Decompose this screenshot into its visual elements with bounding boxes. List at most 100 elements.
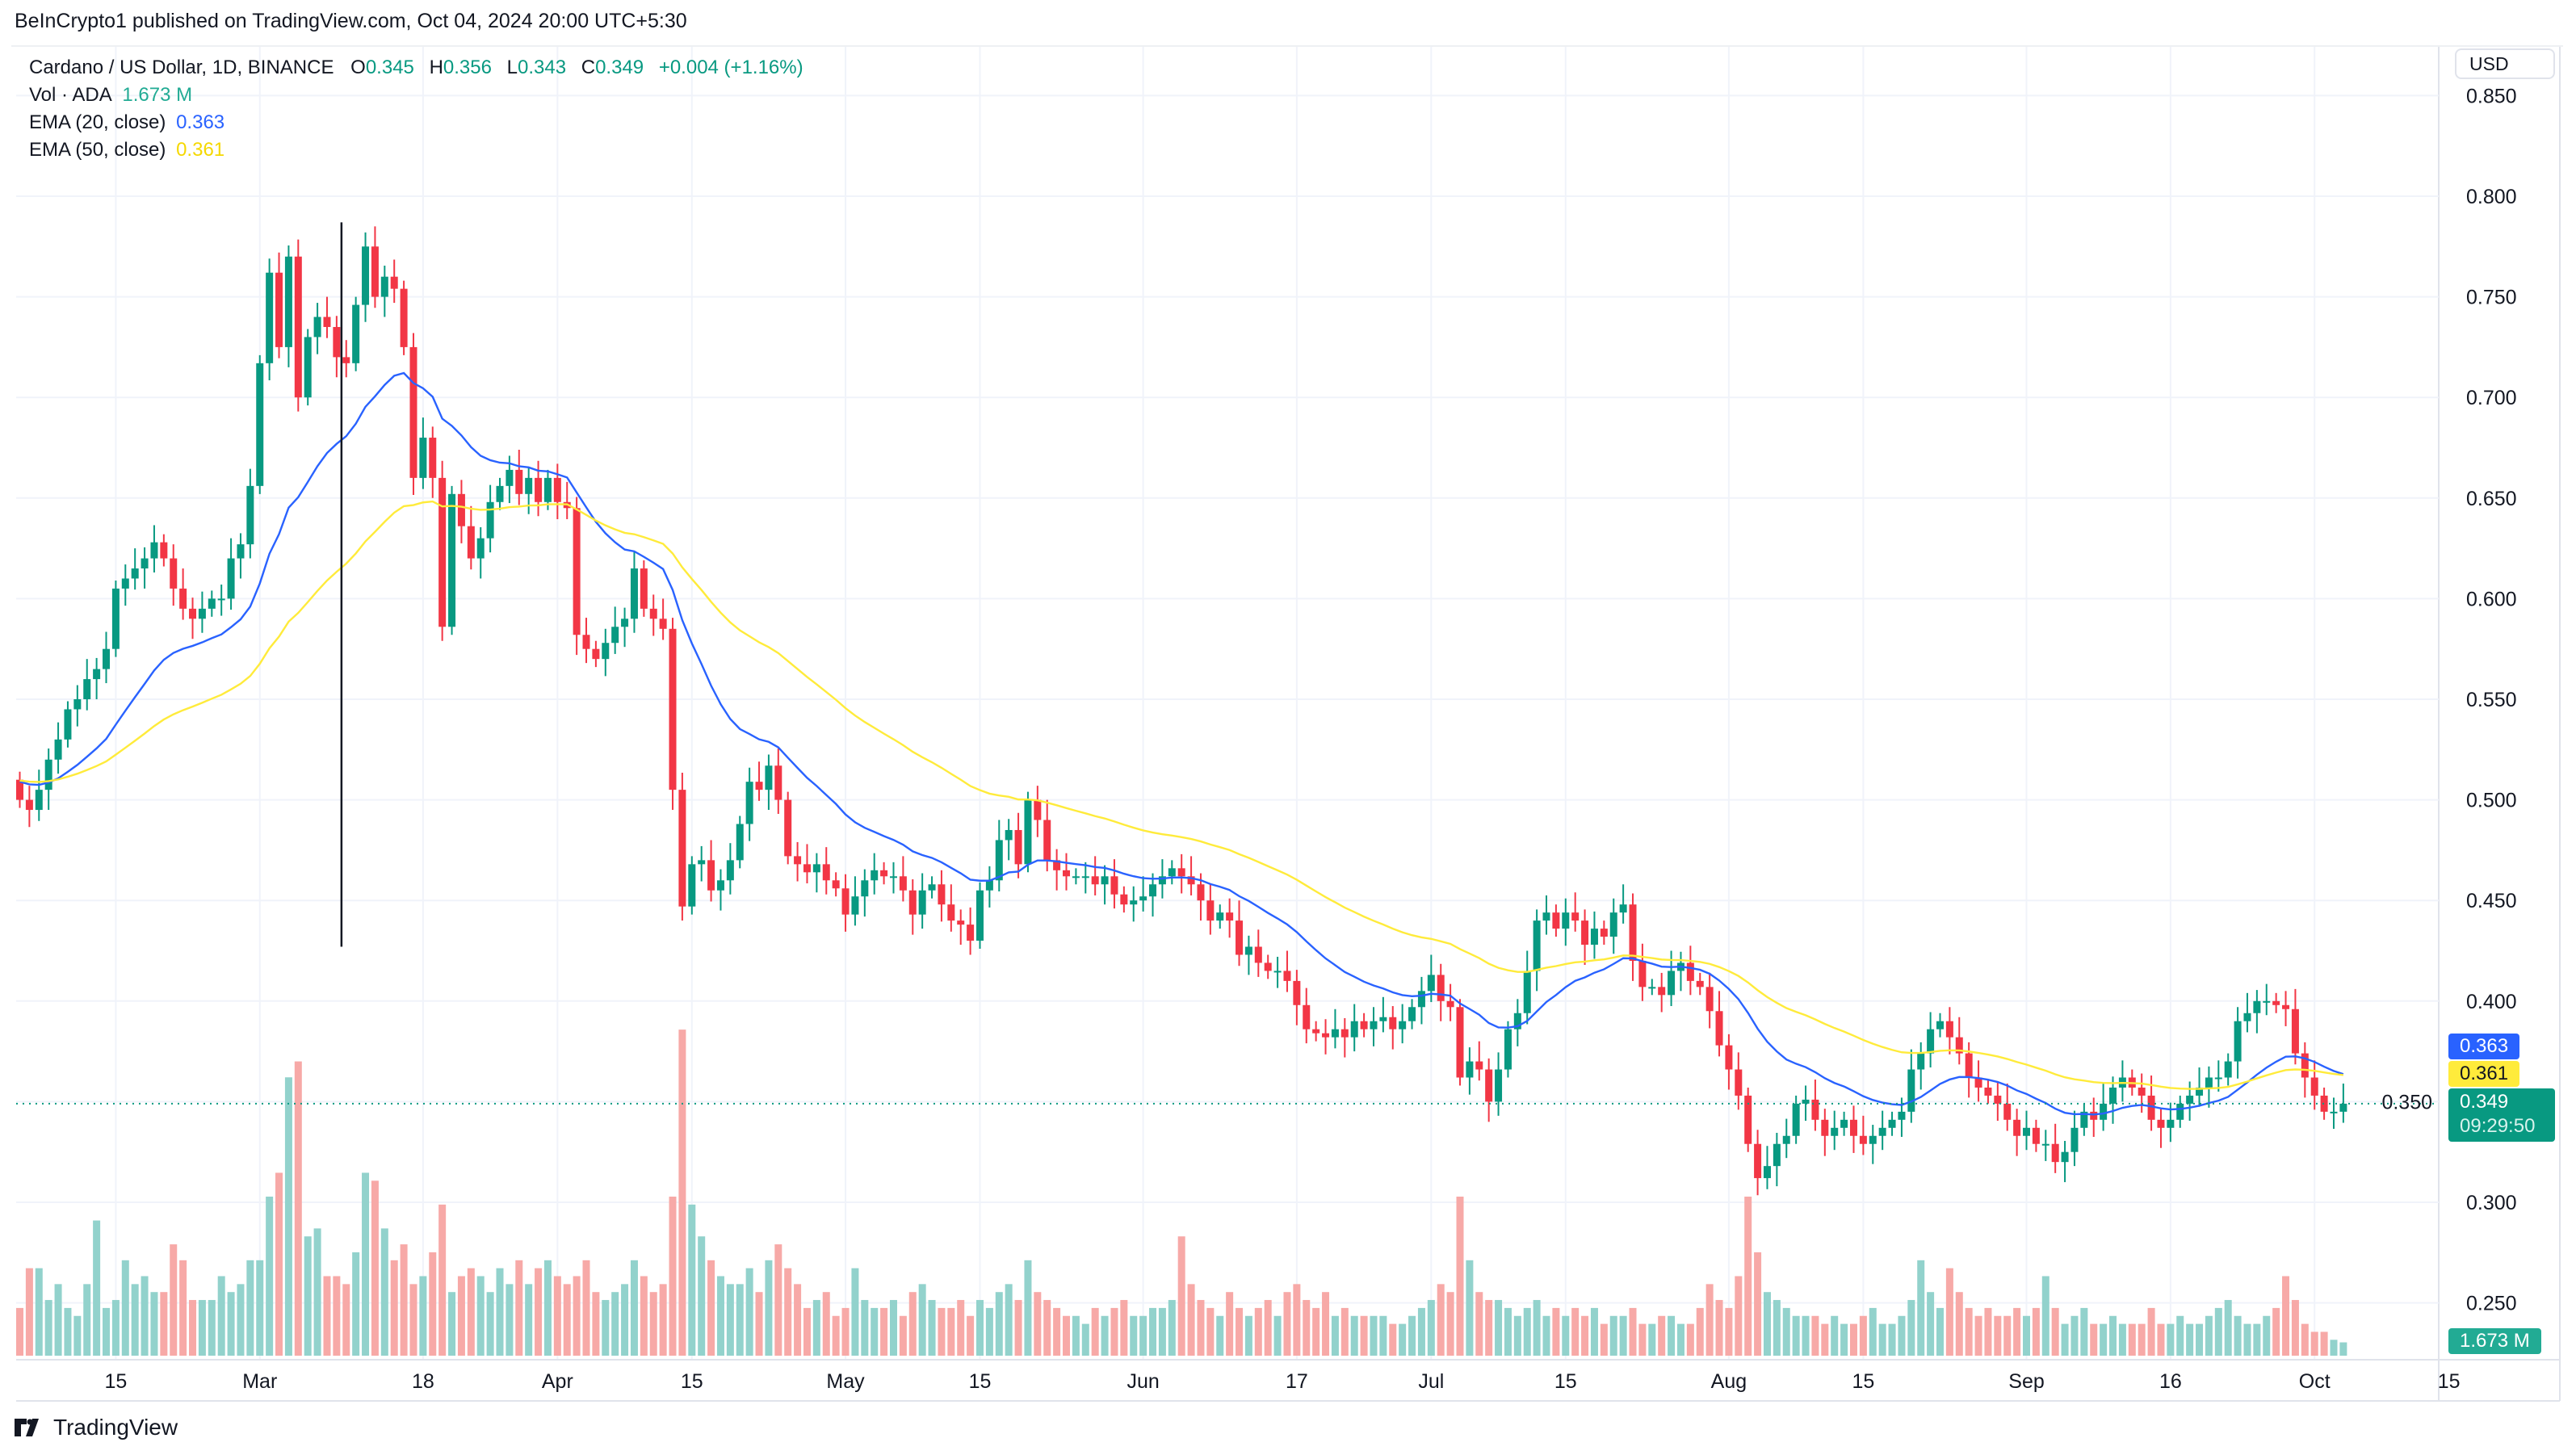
volume-bar bbox=[2339, 1342, 2347, 1356]
candle-body bbox=[1533, 920, 1541, 971]
volume-bar bbox=[1638, 1323, 1647, 1356]
candle-body bbox=[448, 493, 456, 627]
candle bbox=[602, 628, 610, 677]
candle bbox=[1927, 1012, 1935, 1068]
candle bbox=[2138, 1073, 2146, 1113]
candle bbox=[1869, 1125, 1877, 1164]
candle-body bbox=[1370, 1021, 1378, 1029]
candle-body bbox=[1072, 876, 1080, 878]
candle-body bbox=[1034, 799, 1042, 820]
candle-body bbox=[1619, 904, 1627, 913]
candle-body bbox=[1081, 876, 1089, 878]
candle bbox=[784, 791, 792, 865]
volume-bar bbox=[2301, 1323, 2309, 1356]
candle-body bbox=[1504, 1029, 1512, 1070]
candle-body bbox=[1293, 980, 1301, 1005]
candle-body bbox=[2234, 1021, 2242, 1062]
volume-bar bbox=[103, 1307, 111, 1356]
candle bbox=[1878, 1110, 1886, 1151]
candle bbox=[1849, 1105, 1857, 1153]
candle bbox=[44, 748, 52, 811]
current-price: 0.349 bbox=[2460, 1091, 2509, 1113]
volume-bar bbox=[1360, 1315, 1368, 1356]
candle-body bbox=[841, 888, 850, 915]
candle-body bbox=[1168, 868, 1176, 877]
candle bbox=[1581, 909, 1589, 965]
legend-ema20-row[interactable]: EMA (20, close) 0.363 bbox=[29, 111, 229, 134]
candle-body bbox=[1350, 1021, 1358, 1038]
candle-body bbox=[2051, 1143, 2059, 1163]
candle bbox=[2186, 1081, 2194, 1122]
candle-body bbox=[698, 860, 706, 865]
candle bbox=[1495, 1052, 1503, 1116]
symbol-title[interactable]: Cardano / US Dollar, 1D, BINANCE bbox=[29, 57, 334, 78]
candle bbox=[1638, 943, 1647, 1001]
candle-body bbox=[2157, 1119, 2165, 1128]
volume-bar bbox=[1619, 1315, 1627, 1356]
candle bbox=[1283, 950, 1291, 992]
candle bbox=[1696, 972, 1704, 996]
volume-bar bbox=[1475, 1292, 1483, 1356]
candle-body bbox=[794, 856, 802, 865]
candle-body bbox=[1821, 1119, 1829, 1136]
candle-body bbox=[1197, 884, 1205, 901]
candle bbox=[438, 460, 447, 641]
candle bbox=[1312, 1021, 1320, 1042]
volume-bar bbox=[2061, 1323, 2069, 1356]
candle bbox=[400, 280, 408, 355]
currency-button[interactable]: USD bbox=[2455, 48, 2555, 79]
volume-bar bbox=[2310, 1331, 2318, 1356]
volume-bar bbox=[2032, 1307, 2040, 1356]
candle-body bbox=[457, 493, 465, 526]
candle-body bbox=[784, 799, 792, 857]
legend-ema50-row[interactable]: EMA (50, close) 0.361 bbox=[29, 139, 229, 161]
candle-body bbox=[630, 568, 638, 619]
candle bbox=[1130, 886, 1138, 922]
candle bbox=[2196, 1067, 2204, 1107]
high-label: H bbox=[429, 57, 443, 78]
candle-body bbox=[2147, 1095, 2155, 1120]
candle-body bbox=[438, 477, 447, 627]
candle-body bbox=[1581, 920, 1589, 946]
candle bbox=[2051, 1123, 2059, 1173]
candle-body bbox=[2061, 1151, 2069, 1163]
tradingview-logo[interactable]: TradingView bbox=[15, 1415, 178, 1440]
ema20-value: 0.363 bbox=[176, 111, 225, 133]
candle-body bbox=[1705, 987, 1714, 1012]
candle bbox=[889, 862, 897, 894]
candle bbox=[1139, 876, 1147, 912]
candle-body bbox=[1177, 868, 1185, 877]
volume-bar bbox=[246, 1260, 254, 1356]
candle-body bbox=[93, 669, 101, 680]
candle-body bbox=[1273, 971, 1282, 973]
x-tick-label: 15 bbox=[1852, 1370, 1874, 1393]
volume-bar bbox=[745, 1268, 753, 1356]
candle-body bbox=[515, 469, 523, 494]
volume-bar bbox=[678, 1029, 686, 1356]
volume-bar bbox=[841, 1307, 850, 1356]
candle-body bbox=[851, 896, 859, 915]
candle-body bbox=[1763, 1166, 1771, 1179]
volume-bar bbox=[1831, 1315, 1839, 1356]
volume-bar bbox=[1878, 1323, 1886, 1356]
candle-body bbox=[2205, 1077, 2213, 1088]
candle-body bbox=[362, 246, 370, 305]
volume-bar bbox=[1696, 1307, 1704, 1356]
volume-bar bbox=[1927, 1292, 1935, 1356]
candle bbox=[1754, 1130, 1762, 1196]
legend-volume-row[interactable]: Vol · ADA 1.673 M bbox=[29, 84, 197, 107]
candle bbox=[390, 259, 398, 304]
candle-body bbox=[1005, 829, 1013, 841]
volume-bar bbox=[2224, 1300, 2232, 1356]
volume-bar bbox=[2147, 1307, 2155, 1356]
candle bbox=[323, 296, 331, 338]
volume-bar bbox=[1754, 1252, 1762, 1356]
candle bbox=[2100, 1083, 2108, 1131]
volume-bar bbox=[602, 1300, 610, 1356]
candle bbox=[2032, 1119, 2040, 1152]
candle-body bbox=[1965, 1053, 1973, 1078]
candle bbox=[1715, 991, 1723, 1057]
volume-bar bbox=[1303, 1300, 1311, 1356]
volume-bar bbox=[2330, 1340, 2338, 1356]
